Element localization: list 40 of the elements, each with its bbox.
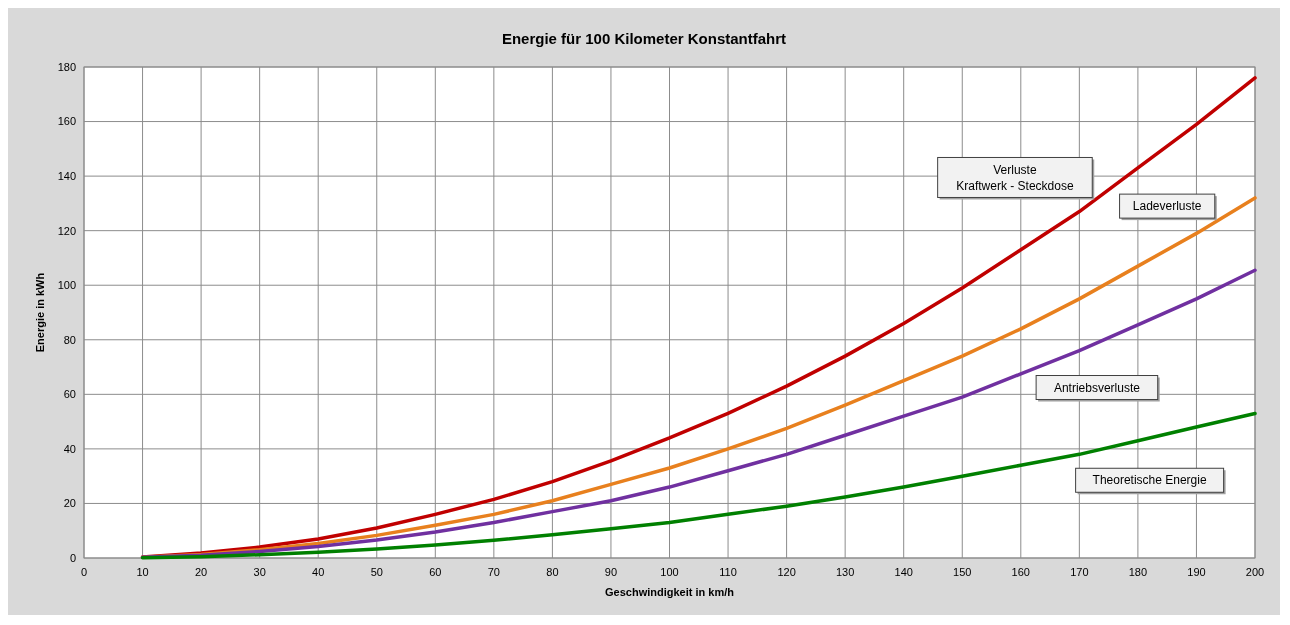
y-tick-label: 60 [63,388,76,401]
x-axis-title: Geschwindigkeit in km/h [605,586,735,598]
x-tick-label: 160 [1011,566,1030,578]
series-label: Antriebsverluste [1053,380,1141,395]
chart-title: Energie für 100 Kilometer Konstantfahrt [501,30,787,47]
x-tick-label: 90 [604,566,618,578]
x-tick-label: 190 [1187,566,1206,578]
x-tick-label: 200 [1245,566,1265,578]
y-tick-label: 160 [57,115,76,128]
y-tick-label: 100 [57,279,76,292]
y-tick-label: 0 [69,551,76,564]
x-tick-label: 70 [487,566,500,578]
line-series [140,411,1257,560]
y-tick-label: 40 [63,442,76,455]
x-tick-label: 10 [136,566,149,578]
x-tick-label: 170 [1070,566,1089,578]
x-tick-label: 80 [546,566,559,578]
series-label: Verluste Kraftwerk - Steckdose [956,162,1074,193]
series-label: Theoretische Energie [1092,473,1207,488]
x-tick-label: 0 [80,566,88,578]
x-tick-label: 20 [194,566,208,578]
x-tick-label: 150 [953,566,972,578]
x-tick-label: 120 [777,566,796,578]
x-tick-label: 30 [253,566,266,578]
series-label: Ladeverluste [1132,199,1202,214]
x-tick-label: 40 [312,566,325,578]
line-series [140,268,1257,559]
x-tick-label: 50 [370,566,383,578]
x-tick-label: 110 [719,566,737,578]
x-tick-label: 60 [429,566,442,578]
y-tick-label: 140 [57,169,76,182]
y-tick-label: 80 [63,333,76,346]
x-tick-label: 100 [660,566,679,578]
y-axis-title: Energie in kWh [34,272,46,353]
x-tick-label: 130 [835,566,855,578]
x-tick-label: 140 [894,566,913,578]
x-tick-label: 180 [1128,566,1148,578]
y-tick-label: 120 [57,224,76,237]
y-tick-label: 20 [63,497,76,510]
y-tick-label: 180 [57,60,76,73]
